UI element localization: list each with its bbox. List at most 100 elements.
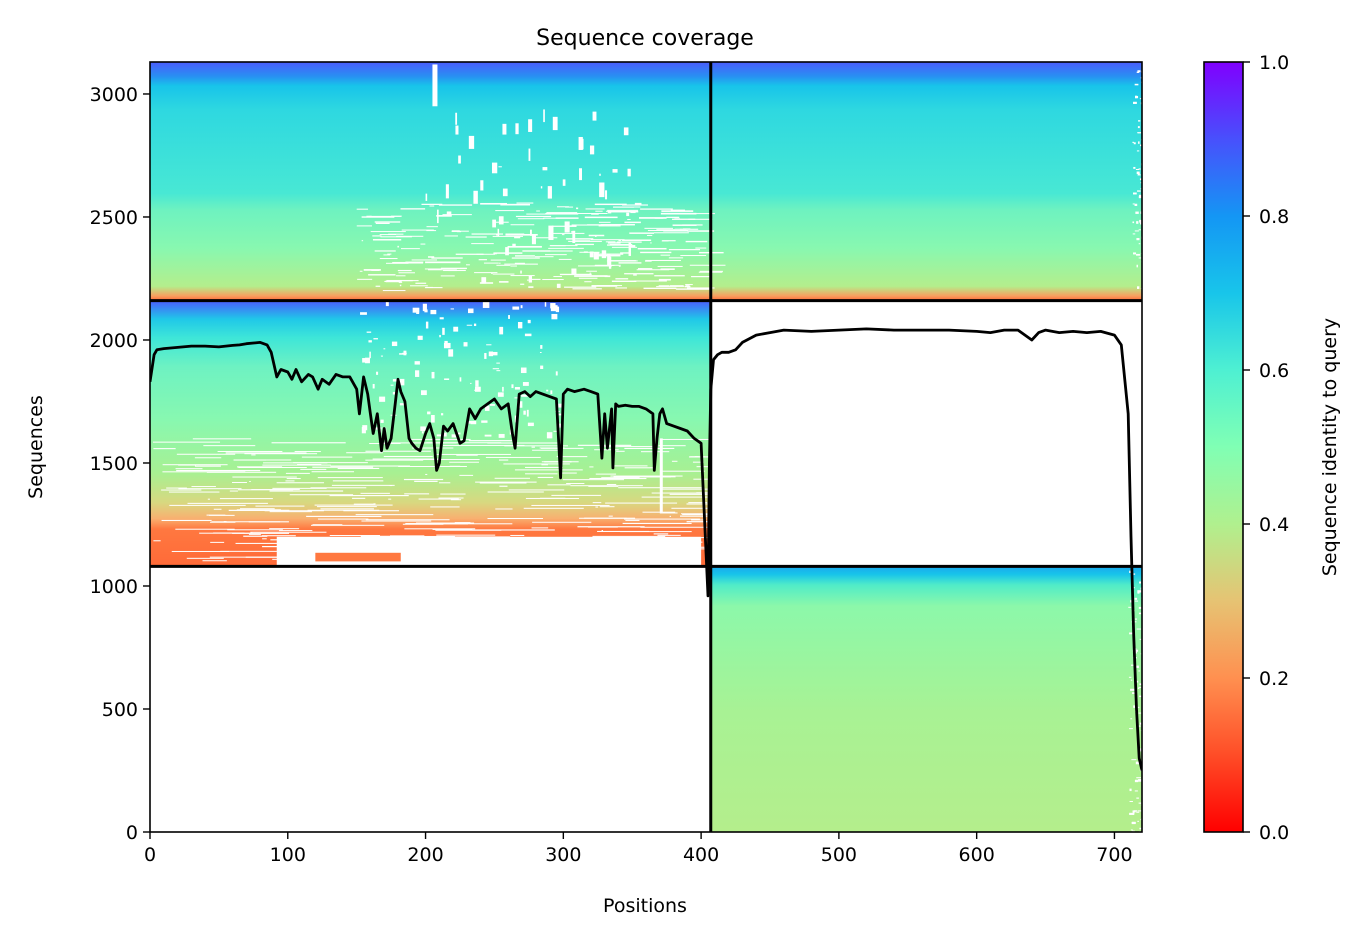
coverage-gap <box>517 218 545 220</box>
coverage-gap <box>510 224 535 226</box>
coverage-gap <box>240 459 292 461</box>
coverage-gap <box>668 249 701 251</box>
coverage-gap <box>243 535 268 537</box>
coverage-gap <box>571 268 577 275</box>
coverage-gap <box>610 260 636 262</box>
coverage-gap <box>487 491 544 493</box>
coverage-gap <box>491 162 498 174</box>
coverage-gap <box>380 355 383 357</box>
coverage-gap <box>643 287 677 289</box>
coverage-gap <box>589 466 594 468</box>
coverage-gap <box>1139 695 1142 697</box>
coverage-gap <box>465 236 487 238</box>
coverage-gap <box>601 530 604 532</box>
coverage-gap <box>439 317 444 320</box>
coverage-gap <box>471 243 494 245</box>
coverage-gap <box>390 535 425 537</box>
coverage-gap <box>618 265 621 267</box>
coverage-gap <box>599 506 615 508</box>
coverage-gap <box>624 447 675 449</box>
coverage-gap <box>656 286 684 288</box>
coverage-gap <box>404 493 430 495</box>
coverage-gap <box>1139 194 1142 196</box>
coverage-gap <box>476 253 496 255</box>
chart-title: Sequence coverage <box>536 26 754 51</box>
coverage-gap <box>1138 168 1141 170</box>
coverage-gap <box>237 489 294 491</box>
coverage-gap <box>444 340 448 344</box>
coverage-gap <box>255 505 305 507</box>
coverage-gap <box>542 279 564 281</box>
coverage-gap <box>293 462 368 464</box>
coverage-gap <box>191 486 216 488</box>
coverage-gap <box>647 230 669 232</box>
coverage-gap <box>380 419 384 423</box>
colorbar-tick-label: 0.6 <box>1259 360 1289 382</box>
coverage-gap <box>1139 178 1142 181</box>
coverage-gap <box>1133 252 1137 255</box>
coverage-gap <box>194 457 222 459</box>
coverage-gap <box>618 446 653 448</box>
coverage-gap <box>369 351 371 359</box>
coverage-gap <box>425 473 428 475</box>
coverage-gap <box>175 528 235 530</box>
coverage-gap <box>558 413 563 416</box>
coverage-gap <box>1132 692 1137 694</box>
coverage-gap <box>668 257 684 259</box>
coverage-gap <box>616 450 625 452</box>
coverage-gap <box>556 423 563 428</box>
coverage-gap <box>426 286 433 288</box>
coverage-gap <box>484 434 492 437</box>
coverage-gap <box>548 247 584 249</box>
coverage-gap <box>627 218 631 220</box>
coverage-gap <box>264 510 324 512</box>
coverage-gap <box>515 215 552 218</box>
coverage-gap <box>463 342 468 347</box>
coverage-gap <box>1136 150 1140 152</box>
coverage-gap <box>329 535 380 537</box>
coverage-gap <box>425 261 461 264</box>
coverage-gap <box>414 480 438 482</box>
coverage-gap <box>416 312 420 314</box>
coverage-gap <box>589 477 647 480</box>
coverage-gap <box>574 275 608 277</box>
coverage-gap <box>517 321 523 329</box>
coverage-gap <box>430 309 437 315</box>
coverage-gap <box>1133 142 1136 145</box>
coverage-gap <box>251 454 256 456</box>
coverage-gap <box>1137 126 1140 129</box>
coverage-gap <box>691 276 711 278</box>
coverage-gap <box>467 308 474 314</box>
coverage-gap <box>279 530 313 532</box>
coverage-gap <box>276 536 702 567</box>
coverage-gap <box>627 168 631 177</box>
coverage-gap <box>634 202 642 205</box>
coverage-gap <box>1129 800 1133 802</box>
coverage-gap <box>435 529 502 531</box>
coverage-gap <box>646 234 653 236</box>
coverage-gap <box>186 557 224 559</box>
coverage-gap <box>499 326 504 335</box>
coverage-gap <box>424 287 443 289</box>
coverage-gap <box>402 523 444 525</box>
coverage-gap <box>385 262 409 264</box>
coverage-gap <box>1136 171 1140 175</box>
coverage-gap <box>429 205 435 207</box>
coverage-gap <box>536 210 540 212</box>
coverage-gap <box>440 493 466 495</box>
coverage-gap <box>566 483 585 485</box>
coverage-gap <box>662 470 705 472</box>
coverage-gap <box>657 534 681 536</box>
coverage-gap <box>1138 686 1142 688</box>
coverage-gap <box>443 342 451 349</box>
coverage-gap <box>383 254 391 256</box>
coverage-gap <box>663 230 689 232</box>
coverage-gap <box>670 209 685 211</box>
colorbar <box>1203 61 1244 833</box>
colorbar-tick-label: 0.4 <box>1259 514 1289 536</box>
coverage-gap <box>166 487 187 489</box>
coverage-gap <box>680 213 716 215</box>
coverage-gap <box>640 208 673 210</box>
coverage-gap <box>217 450 283 452</box>
coverage-gap <box>361 216 395 218</box>
